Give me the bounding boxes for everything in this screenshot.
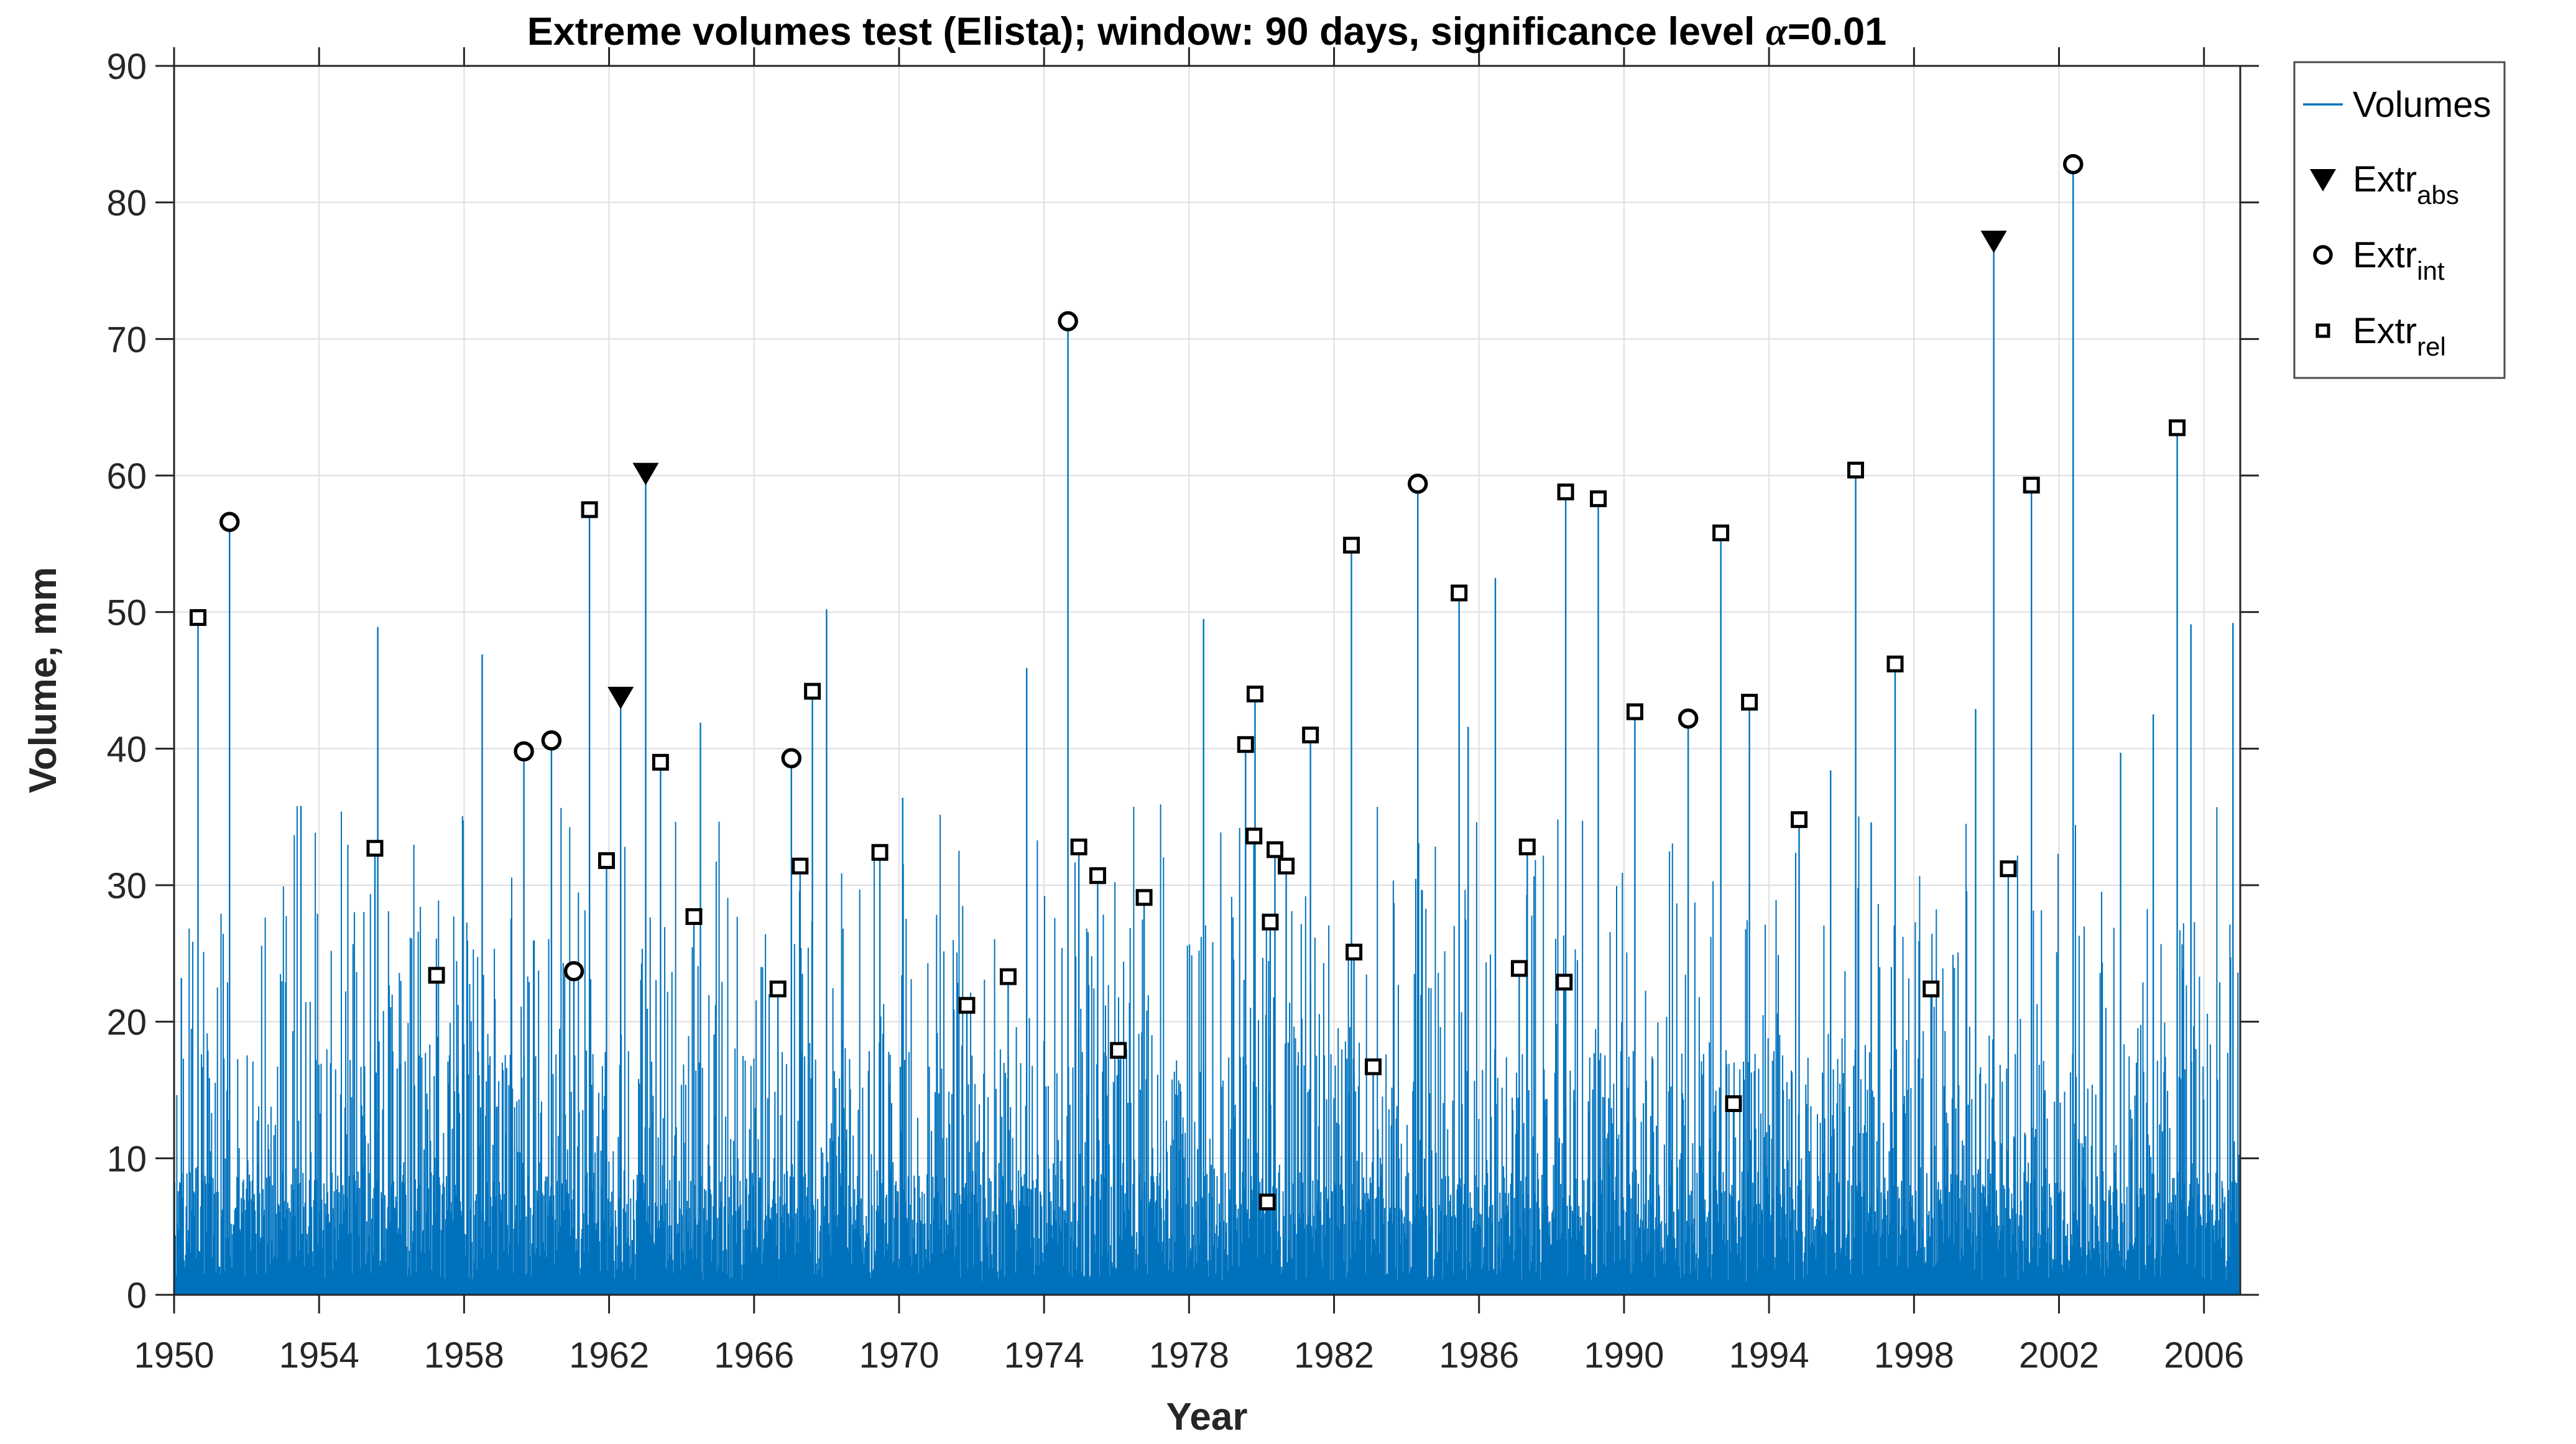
x-tick-label: 1990	[1584, 1335, 1664, 1376]
extr-rel-marker	[999, 968, 1017, 985]
extr-rel-marker	[1343, 536, 1360, 554]
extr-rel-marker	[1590, 490, 1607, 507]
legend-label-extr-rel: Extrrel	[2353, 311, 2446, 361]
extr-rel-marker	[1741, 694, 1758, 711]
extr-rel-marker	[1725, 1095, 1742, 1112]
y-tick-label: 20	[106, 1003, 147, 1043]
extr-rel-marker	[189, 609, 206, 626]
extr-abs-marker	[607, 686, 634, 709]
extr-rel-marker	[1451, 584, 1468, 602]
extr-rel-marker	[871, 844, 889, 861]
extr-rel-marker	[1518, 838, 1536, 855]
extr-int-marker	[1058, 311, 1078, 332]
extr-int-marker	[781, 748, 802, 768]
extr-rel-marker	[792, 857, 809, 875]
extr-rel-marker	[652, 753, 669, 771]
extr-rel-marker	[1346, 944, 1363, 961]
extr-int-marker	[1407, 473, 1428, 494]
legend-label-extr-abs: Extrabs	[2353, 159, 2459, 209]
extr-rel-marker	[2000, 860, 2017, 878]
tick-labels: 1950 1954 1958 1962 1966 1970 1974 1978 1982 1986…	[106, 47, 2244, 1376]
volumes-series	[173, 164, 2240, 1295]
extr-rel-marker	[1847, 461, 1864, 479]
extr-rel-marker	[1262, 913, 1279, 931]
extr-rel-marker	[1258, 1193, 1276, 1211]
y-tick-label: 40	[106, 729, 147, 770]
extr-rel-marker	[598, 852, 615, 869]
legend-label-volumes: Volumes	[2353, 85, 2491, 125]
extr-rel-marker	[1302, 726, 1319, 743]
extr-rel-marker	[1245, 827, 1263, 845]
extr-rel-marker	[1791, 811, 1808, 829]
extr-rel-marker	[1556, 973, 1573, 991]
extr-rel-marker	[769, 980, 787, 998]
x-tick-label: 1954	[279, 1335, 359, 1376]
extr-rel-marker	[1886, 655, 1904, 673]
legend: Volumes Extrabs Extrint Extrrel	[2293, 61, 2506, 379]
extr-int-marker	[219, 512, 240, 532]
extr-abs-marker	[1980, 231, 2007, 254]
extr-int-marker	[1678, 708, 1699, 729]
legend-triangle-down-icon	[2310, 169, 2336, 191]
extr-int-marker	[541, 730, 562, 751]
x-tick-label: 1994	[1729, 1335, 1809, 1376]
extr-rel-marker	[1510, 960, 1528, 977]
x-tick-label: 1970	[859, 1335, 939, 1376]
y-tick-label: 90	[106, 47, 147, 87]
x-tick-label: 2006	[2164, 1335, 2244, 1376]
x-tick-label: 1958	[424, 1335, 504, 1376]
y-tick-label: 0	[127, 1276, 147, 1316]
x-tick-label: 1986	[1439, 1335, 1519, 1376]
x-tick-label: 1978	[1149, 1335, 1229, 1376]
extr-rel-marker	[2169, 419, 2186, 436]
extr-rel-marker	[1626, 703, 1643, 720]
y-tick-label: 60	[106, 456, 147, 497]
extr-rel-marker	[1557, 483, 1574, 500]
extr-rel-marker	[1089, 867, 1106, 885]
extr-rel-marker	[685, 908, 703, 926]
extr-rel-marker	[428, 967, 445, 984]
extr-rel-marker	[1110, 1042, 1127, 1059]
extr-rel-marker	[1135, 889, 1153, 906]
extr-rel-marker	[1070, 838, 1087, 855]
legend-square-icon	[2315, 323, 2330, 338]
extr-rel-marker	[581, 501, 598, 518]
x-tick-label: 1962	[569, 1335, 649, 1376]
extr-rel-marker	[1278, 857, 1295, 875]
y-tick-label: 50	[106, 593, 147, 633]
axes-box	[155, 47, 2259, 1313]
extreme-markers	[189, 154, 2186, 1211]
extr-rel-marker	[1923, 980, 1940, 998]
extr-rel-marker	[804, 683, 821, 700]
x-tick-label: 2002	[2019, 1335, 2099, 1376]
extr-int-marker	[514, 741, 534, 761]
y-tick-label: 10	[106, 1139, 147, 1179]
extr-rel-marker	[2023, 476, 2040, 494]
y-axis-label: Volume, mm	[22, 567, 65, 793]
x-tick-label: 1966	[714, 1335, 794, 1376]
legend-label-extr-int: Extrint	[2353, 235, 2445, 285]
legend-circle-icon	[2313, 245, 2333, 265]
extr-int-marker	[563, 961, 584, 982]
y-tick-label: 70	[106, 320, 147, 360]
y-tick-label: 80	[106, 183, 147, 224]
extr-rel-marker	[1267, 841, 1284, 858]
extr-rel-marker	[366, 840, 384, 857]
y-tick-label: 30	[106, 866, 147, 906]
chart-title: Extreme volumes test (Elista); window: 9…	[527, 10, 1886, 53]
x-tick-label: 1998	[1874, 1335, 1954, 1376]
x-tick-label: 1982	[1294, 1335, 1374, 1376]
extr-rel-marker	[958, 996, 976, 1014]
x-axis-label: Year	[1166, 1396, 1247, 1438]
extr-int-marker	[2062, 154, 2084, 175]
extr-rel-marker	[1237, 736, 1254, 753]
x-tick-label: 1974	[1004, 1335, 1084, 1376]
extr-abs-marker	[632, 462, 659, 485]
extr-rel-marker	[1246, 685, 1263, 702]
extr-rel-marker	[1712, 524, 1730, 541]
extr-rel-marker	[1365, 1058, 1382, 1075]
x-tick-label: 1950	[134, 1335, 214, 1376]
